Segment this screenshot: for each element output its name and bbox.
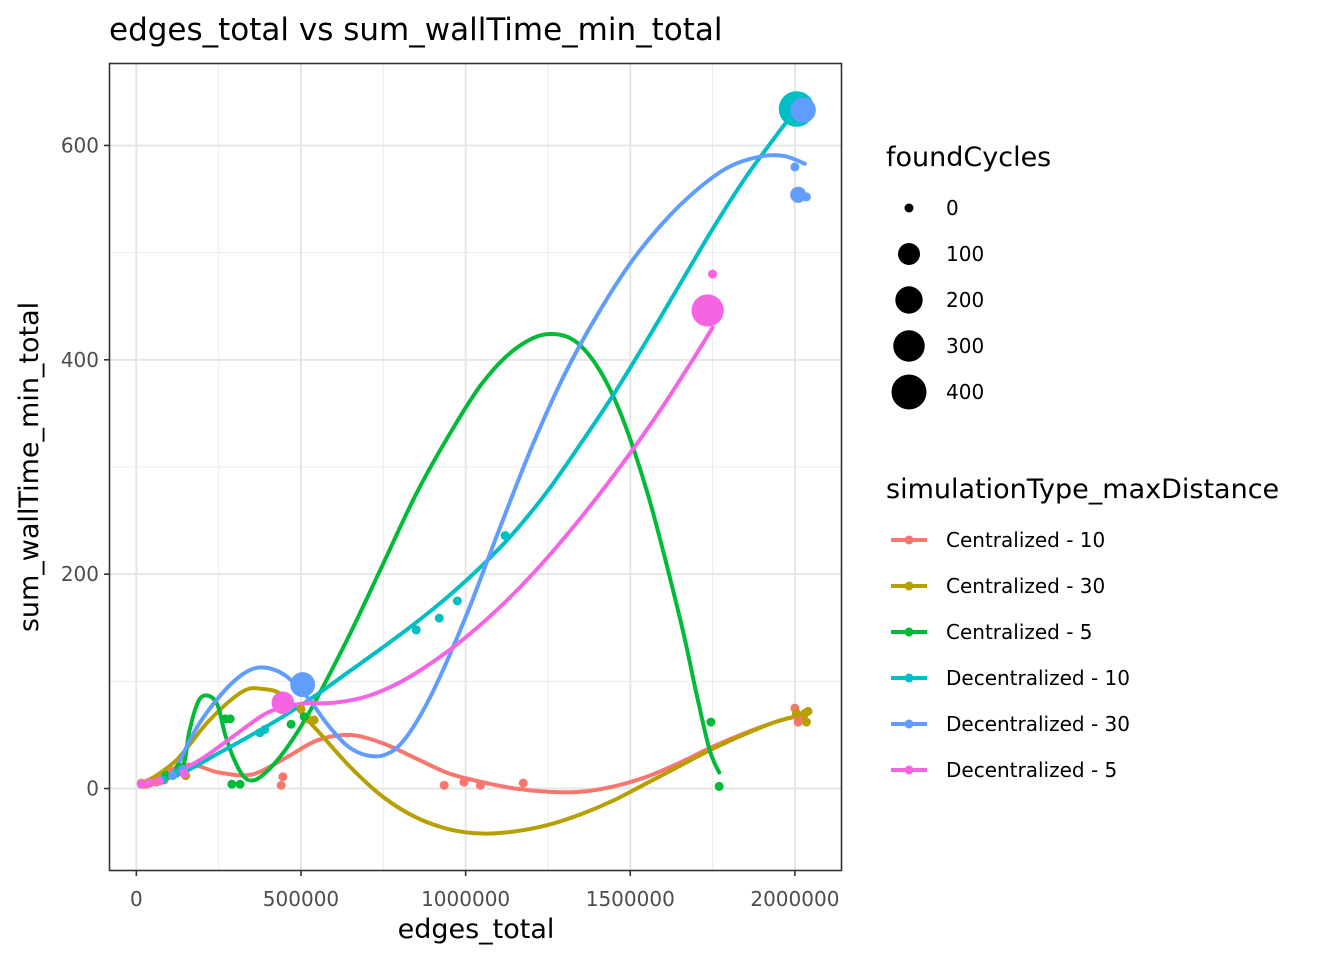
x-axis: 0 500000 1000000 1500000 2000000 bbox=[130, 870, 839, 911]
data-point-decentralized-30 bbox=[790, 97, 816, 123]
color-legend-point bbox=[904, 535, 914, 545]
y-tick-label: 600 bbox=[61, 133, 99, 157]
color-legend-label: Decentralized - 10 bbox=[946, 666, 1130, 690]
data-point-centralized-10 bbox=[459, 777, 469, 787]
data-point-decentralized-30 bbox=[168, 771, 178, 781]
size-legend-key bbox=[904, 203, 914, 213]
color-legend-title: simulationType_maxDistance bbox=[886, 474, 1279, 505]
data-point-decentralized-5 bbox=[708, 269, 718, 279]
data-point-decentralized-5 bbox=[271, 691, 295, 715]
color-legend-label: Centralized - 10 bbox=[946, 528, 1105, 552]
data-point-centralized-30 bbox=[309, 715, 319, 725]
color-legend-point bbox=[904, 765, 914, 775]
data-point-centralized-5 bbox=[225, 714, 235, 724]
data-point-centralized-30 bbox=[803, 706, 813, 716]
data-point-centralized-5 bbox=[299, 712, 309, 722]
data-point-decentralized-30 bbox=[801, 192, 811, 202]
x-tick-label: 1500000 bbox=[586, 887, 675, 911]
data-point-decentralized-10 bbox=[500, 531, 510, 541]
y-axis-title: sum_wallTime_min_total bbox=[14, 302, 45, 632]
data-points bbox=[136, 91, 816, 791]
color-legend-label: Decentralized - 30 bbox=[946, 712, 1130, 736]
color-legend-point bbox=[904, 673, 914, 683]
data-point-decentralized-10 bbox=[260, 725, 270, 735]
data-point-centralized-10 bbox=[439, 780, 449, 790]
data-point-decentralized-30 bbox=[790, 162, 800, 172]
trend-line-centralized-30 bbox=[140, 686, 811, 836]
x-tick-label: 500000 bbox=[263, 887, 339, 911]
size-legend-key bbox=[895, 286, 923, 314]
smooth-curves bbox=[139, 107, 811, 836]
data-point-decentralized-5 bbox=[136, 779, 146, 789]
size-legend-title: foundCycles bbox=[886, 142, 1051, 173]
data-point-centralized-30 bbox=[296, 704, 306, 714]
x-tick-label: 2000000 bbox=[750, 887, 839, 911]
size-legend-label: 300 bbox=[946, 334, 984, 358]
data-point-centralized-30 bbox=[792, 709, 802, 719]
y-tick-label: 200 bbox=[61, 562, 99, 586]
size-legend-key bbox=[898, 243, 920, 265]
data-point-centralized-10 bbox=[475, 780, 485, 790]
size-legend-label: 0 bbox=[946, 196, 959, 220]
x-tick-label: 1000000 bbox=[421, 887, 510, 911]
data-point-centralized-10 bbox=[276, 780, 286, 790]
data-point-decentralized-5 bbox=[691, 294, 724, 327]
x-axis-title: edges_total bbox=[398, 914, 555, 945]
color-legend: simulationType_maxDistance Centralized -… bbox=[886, 474, 1279, 782]
data-point-decentralized-10 bbox=[452, 596, 462, 606]
color-legend-label: Centralized - 30 bbox=[946, 574, 1105, 598]
data-point-decentralized-5 bbox=[179, 769, 189, 779]
size-legend: foundCycles 0 100 200 300 400 bbox=[886, 142, 1051, 410]
data-point-decentralized-10 bbox=[411, 625, 421, 635]
data-point-decentralized-30 bbox=[803, 104, 813, 114]
size-legend-key bbox=[893, 330, 925, 362]
data-point-decentralized-10 bbox=[434, 613, 444, 623]
y-tick-label: 0 bbox=[86, 777, 99, 801]
plot-border bbox=[108, 62, 843, 872]
trend-line-decentralized-5 bbox=[139, 325, 715, 787]
data-point-centralized-5 bbox=[286, 719, 296, 729]
color-legend-point bbox=[904, 581, 914, 591]
data-point-centralized-30 bbox=[801, 717, 811, 727]
data-point-decentralized-5 bbox=[145, 778, 155, 788]
size-legend-label: 100 bbox=[946, 242, 984, 266]
color-legend-point bbox=[904, 627, 914, 637]
color-legend-point bbox=[904, 719, 914, 729]
data-point-centralized-5 bbox=[714, 781, 724, 791]
data-point-centralized-10 bbox=[518, 778, 528, 788]
y-axis: 0 200 400 600 bbox=[61, 133, 110, 801]
data-point-centralized-5 bbox=[235, 779, 245, 789]
data-point-decentralized-30 bbox=[290, 672, 316, 698]
data-point-centralized-5 bbox=[227, 779, 237, 789]
size-legend-key bbox=[891, 374, 927, 410]
color-legend-label: Decentralized - 5 bbox=[946, 758, 1117, 782]
trend-line-decentralized-30 bbox=[170, 153, 807, 778]
size-legend-label: 400 bbox=[946, 380, 984, 404]
data-point-centralized-5 bbox=[706, 717, 716, 727]
y-tick-label: 400 bbox=[61, 348, 99, 372]
trend-line-centralized-5 bbox=[163, 332, 722, 783]
size-legend-label: 200 bbox=[946, 288, 984, 312]
color-legend-label: Centralized - 5 bbox=[946, 620, 1093, 644]
chart-title: edges_total vs sum_wallTime_min_total bbox=[109, 12, 723, 48]
data-point-centralized-10 bbox=[278, 772, 288, 782]
data-point-decentralized-5 bbox=[154, 776, 164, 786]
x-tick-label: 0 bbox=[130, 887, 143, 911]
